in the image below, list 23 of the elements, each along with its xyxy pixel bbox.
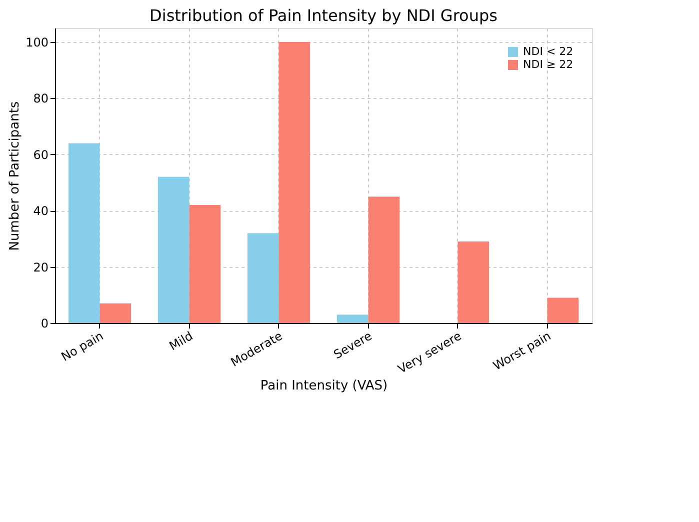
bar: [336, 314, 368, 323]
bar: [189, 205, 221, 323]
legend-label: NDI ≥ 22: [523, 58, 574, 71]
bar: [547, 298, 579, 323]
y-tick-label: 80: [33, 92, 48, 106]
bar: [458, 242, 490, 323]
bar: [100, 303, 132, 323]
bar: [368, 196, 400, 323]
y-tick-label: 60: [33, 148, 48, 162]
bar: [68, 143, 100, 323]
x-axis-title: Pain Intensity (VAS): [260, 378, 388, 394]
bar: [278, 42, 310, 323]
x-tick-label: Mild: [166, 328, 196, 354]
y-axis-title: Number of Participants: [8, 101, 23, 251]
x-tick-label: No pain: [58, 328, 106, 364]
chart-title: Distribution of Pain Intensity by NDI Groups: [150, 6, 498, 25]
y-tick-label: 40: [33, 204, 48, 218]
legend-label: NDI < 22: [523, 45, 574, 58]
bar: [247, 233, 279, 323]
bar: [158, 176, 190, 323]
y-tick-label: 100: [26, 36, 48, 50]
y-tick-label: 20: [33, 260, 48, 274]
y-tick-label: 0: [40, 316, 48, 330]
